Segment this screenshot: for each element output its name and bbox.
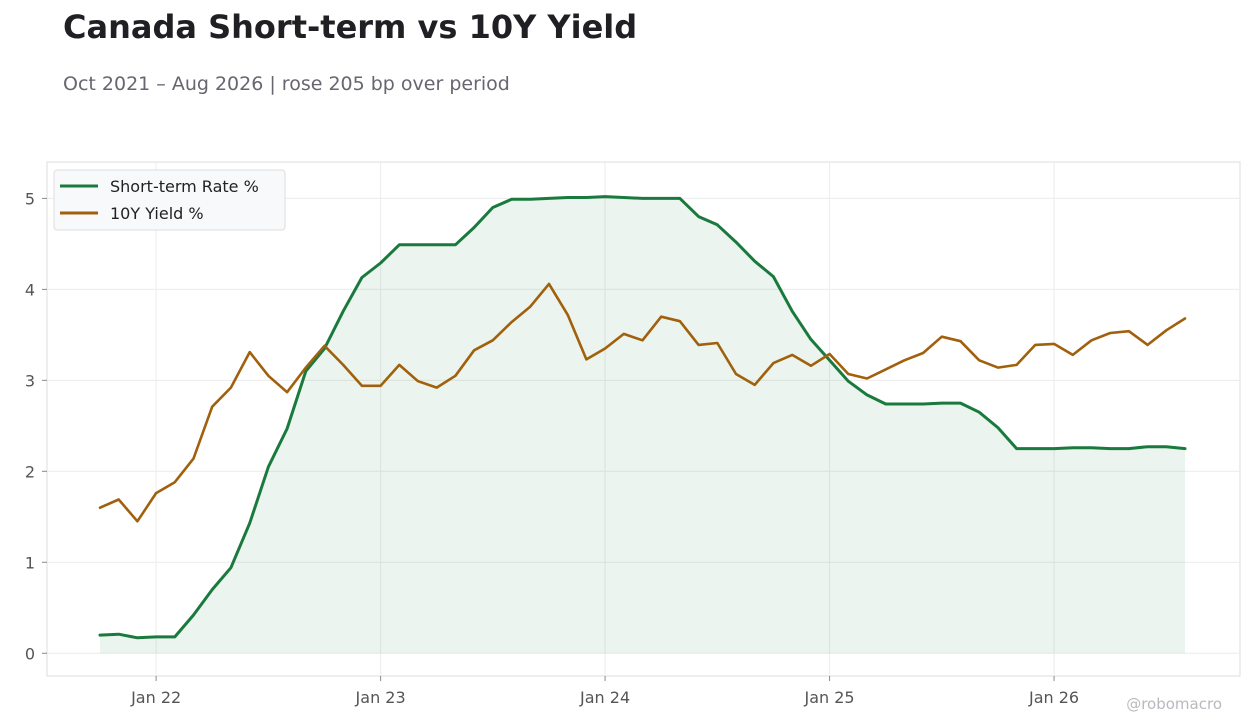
- grid-lines: [47, 162, 1240, 676]
- chart-title: Canada Short-term vs 10Y Yield: [63, 8, 638, 46]
- x-axis: Jan 22 Jan 23 Jan 24 Jan 25 Jan 26: [130, 676, 1079, 707]
- legend: Short-term Rate % 10Y Yield %: [53, 169, 286, 231]
- x-tick-label: Jan 22: [130, 688, 181, 707]
- y-tick-label: 5: [25, 189, 35, 208]
- legend-label-0: Short-term Rate %: [110, 177, 259, 196]
- series-line-1: [98, 282, 1187, 523]
- x-tick-label: Jan 24: [579, 688, 630, 707]
- legend-box: [53, 169, 286, 231]
- y-tick-label: 0: [25, 644, 35, 663]
- plot-area: [46, 161, 1241, 677]
- chart-subtitle: Oct 2021 – Aug 2026 | rose 205 bp over p…: [63, 73, 510, 95]
- x-tick-label: Jan 25: [804, 688, 855, 707]
- series-fill-0: [100, 196, 1185, 654]
- series-line-0: [98, 195, 1187, 640]
- y-tick-label: 3: [25, 371, 35, 390]
- legend-label-1: 10Y Yield %: [110, 204, 204, 223]
- series-lines: [98, 195, 1187, 640]
- y-tick-label: 1: [25, 553, 35, 572]
- watermark: @robomacro: [1126, 695, 1222, 713]
- x-tick-label: Jan 26: [1028, 688, 1079, 707]
- y-axis: 0 1 2 3 4 5: [25, 189, 47, 663]
- y-tick-label: 4: [25, 280, 35, 299]
- x-tick-label: Jan 23: [355, 688, 406, 707]
- y-tick-label: 2: [25, 462, 35, 481]
- series-fills: [100, 196, 1185, 654]
